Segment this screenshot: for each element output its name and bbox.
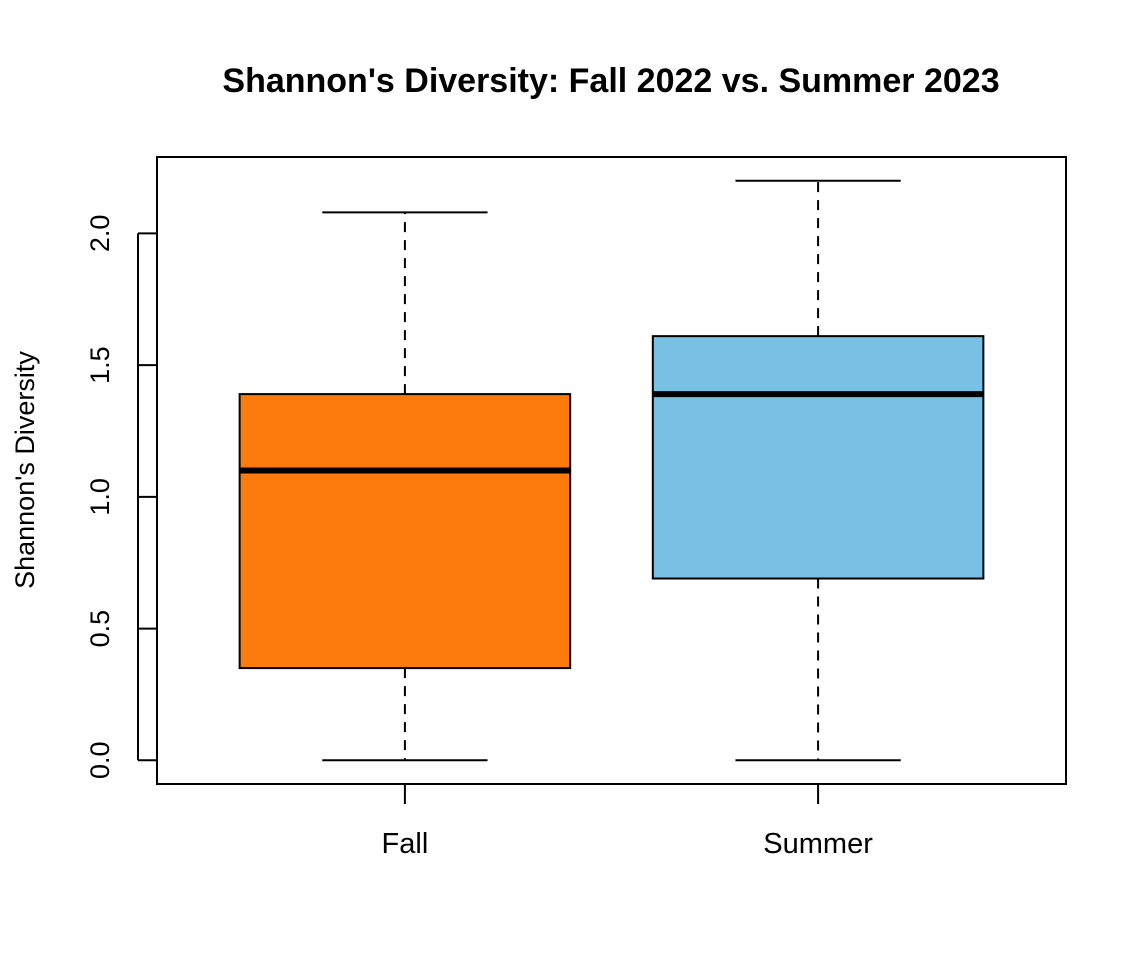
plot-frame: [156, 156, 1067, 785]
box-fall: [238, 393, 572, 670]
y-tick-label: 1.0: [85, 478, 115, 516]
y-tick-label: 0.0: [85, 742, 115, 780]
box-marks: [238, 179, 985, 762]
box-group-fall: [238, 211, 572, 762]
y-axis: 0.0 0.5 1.0 1.5 2.0: [85, 215, 157, 779]
box-group-summer: [651, 179, 985, 762]
x-axis: Fall Summer: [382, 784, 873, 860]
y-axis-title: Shannon's Diversity: [10, 351, 40, 589]
y-tick-label: 1.5: [85, 346, 115, 384]
x-tick-label: Fall: [382, 828, 429, 860]
chart-title: Shannon's Diversity: Fall 2022 vs. Summe…: [222, 62, 999, 100]
x-tick-label: Summer: [763, 828, 873, 860]
y-tick-label: 0.5: [85, 610, 115, 648]
y-tick-label: 2.0: [85, 215, 115, 253]
box-summer: [651, 335, 985, 580]
